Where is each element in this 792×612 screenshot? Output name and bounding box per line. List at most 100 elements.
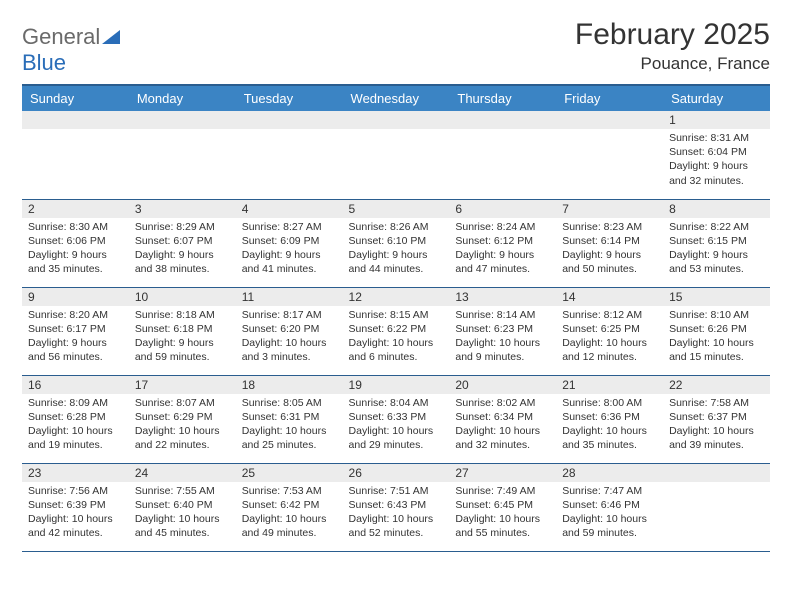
daylight-line1: Daylight: 10 hours [242, 336, 337, 350]
day-number: 14 [556, 288, 663, 306]
sunrise-line: Sunrise: 8:29 AM [135, 220, 230, 234]
sunrise-line: Sunrise: 7:58 AM [669, 396, 764, 410]
day-number: 21 [556, 376, 663, 394]
calendar-cell: 12Sunrise: 8:15 AMSunset: 6:22 PMDayligh… [343, 287, 450, 375]
cell-body: Sunrise: 8:05 AMSunset: 6:31 PMDaylight:… [236, 394, 343, 459]
weekday-header: Saturday [663, 85, 770, 111]
sunrise-line: Sunrise: 7:49 AM [455, 484, 550, 498]
cell-body: Sunrise: 7:58 AMSunset: 6:37 PMDaylight:… [663, 394, 770, 459]
calendar-cell [22, 111, 129, 199]
calendar-body: 1Sunrise: 8:31 AMSunset: 6:04 PMDaylight… [22, 111, 770, 551]
day-number: 10 [129, 288, 236, 306]
daylight-line1: Daylight: 10 hours [242, 512, 337, 526]
cell-body: Sunrise: 8:24 AMSunset: 6:12 PMDaylight:… [449, 218, 556, 283]
calendar-cell: 16Sunrise: 8:09 AMSunset: 6:28 PMDayligh… [22, 375, 129, 463]
daylight-line1: Daylight: 10 hours [28, 424, 123, 438]
sunset-line: Sunset: 6:31 PM [242, 410, 337, 424]
calendar-cell: 18Sunrise: 8:05 AMSunset: 6:31 PMDayligh… [236, 375, 343, 463]
calendar-cell: 21Sunrise: 8:00 AMSunset: 6:36 PMDayligh… [556, 375, 663, 463]
daylight-line1: Daylight: 10 hours [455, 424, 550, 438]
day-number: 25 [236, 464, 343, 482]
sunrise-line: Sunrise: 8:07 AM [135, 396, 230, 410]
sunset-line: Sunset: 6:29 PM [135, 410, 230, 424]
calendar-cell: 28Sunrise: 7:47 AMSunset: 6:46 PMDayligh… [556, 463, 663, 551]
calendar-week-row: 1Sunrise: 8:31 AMSunset: 6:04 PMDaylight… [22, 111, 770, 199]
daylight-line2: and 55 minutes. [455, 526, 550, 540]
daylight-line2: and 41 minutes. [242, 262, 337, 276]
sunset-line: Sunset: 6:04 PM [669, 145, 764, 159]
daylight-line1: Daylight: 9 hours [669, 159, 764, 173]
weekday-row: SundayMondayTuesdayWednesdayThursdayFrid… [22, 85, 770, 111]
daylight-line1: Daylight: 10 hours [455, 512, 550, 526]
day-number: 2 [22, 200, 129, 218]
sunset-line: Sunset: 6:20 PM [242, 322, 337, 336]
daylight-line1: Daylight: 10 hours [135, 424, 230, 438]
calendar-cell: 4Sunrise: 8:27 AMSunset: 6:09 PMDaylight… [236, 199, 343, 287]
month-title: February 2025 [575, 18, 770, 52]
daylight-line2: and 12 minutes. [562, 350, 657, 364]
weekday-header: Tuesday [236, 85, 343, 111]
day-number: 27 [449, 464, 556, 482]
daylight-line2: and 32 minutes. [669, 174, 764, 188]
calendar-cell: 14Sunrise: 8:12 AMSunset: 6:25 PMDayligh… [556, 287, 663, 375]
daylight-line2: and 47 minutes. [455, 262, 550, 276]
sunrise-line: Sunrise: 8:18 AM [135, 308, 230, 322]
cell-body: Sunrise: 8:10 AMSunset: 6:26 PMDaylight:… [663, 306, 770, 371]
day-number: 20 [449, 376, 556, 394]
cell-body: Sunrise: 8:26 AMSunset: 6:10 PMDaylight:… [343, 218, 450, 283]
daylight-line1: Daylight: 10 hours [562, 424, 657, 438]
calendar-cell: 26Sunrise: 7:51 AMSunset: 6:43 PMDayligh… [343, 463, 450, 551]
sunset-line: Sunset: 6:42 PM [242, 498, 337, 512]
sunset-line: Sunset: 6:25 PM [562, 322, 657, 336]
cell-body: Sunrise: 7:53 AMSunset: 6:42 PMDaylight:… [236, 482, 343, 547]
daylight-line1: Daylight: 9 hours [242, 248, 337, 262]
daylight-line1: Daylight: 10 hours [562, 512, 657, 526]
sunset-line: Sunset: 6:37 PM [669, 410, 764, 424]
sunset-line: Sunset: 6:06 PM [28, 234, 123, 248]
calendar-cell: 22Sunrise: 7:58 AMSunset: 6:37 PMDayligh… [663, 375, 770, 463]
sunset-line: Sunset: 6:34 PM [455, 410, 550, 424]
daylight-line1: Daylight: 9 hours [455, 248, 550, 262]
sunrise-line: Sunrise: 8:26 AM [349, 220, 444, 234]
logo-line1: General [22, 24, 100, 49]
sunset-line: Sunset: 6:09 PM [242, 234, 337, 248]
sunset-line: Sunset: 6:45 PM [455, 498, 550, 512]
cell-body: Sunrise: 7:47 AMSunset: 6:46 PMDaylight:… [556, 482, 663, 547]
weekday-header: Wednesday [343, 85, 450, 111]
daylight-line2: and 53 minutes. [669, 262, 764, 276]
calendar-cell: 1Sunrise: 8:31 AMSunset: 6:04 PMDaylight… [663, 111, 770, 199]
sunset-line: Sunset: 6:23 PM [455, 322, 550, 336]
calendar-cell: 2Sunrise: 8:30 AMSunset: 6:06 PMDaylight… [22, 199, 129, 287]
day-number: 15 [663, 288, 770, 306]
calendar-cell: 13Sunrise: 8:14 AMSunset: 6:23 PMDayligh… [449, 287, 556, 375]
daylight-line2: and 38 minutes. [135, 262, 230, 276]
day-number: 16 [22, 376, 129, 394]
cell-body: Sunrise: 8:09 AMSunset: 6:28 PMDaylight:… [22, 394, 129, 459]
cell-body: Sunrise: 8:31 AMSunset: 6:04 PMDaylight:… [663, 129, 770, 194]
logo-line2: Blue [22, 50, 66, 75]
daylight-line1: Daylight: 9 hours [28, 336, 123, 350]
daylight-line2: and 22 minutes. [135, 438, 230, 452]
calendar-cell: 15Sunrise: 8:10 AMSunset: 6:26 PMDayligh… [663, 287, 770, 375]
sunrise-line: Sunrise: 8:14 AM [455, 308, 550, 322]
daylight-line1: Daylight: 10 hours [669, 336, 764, 350]
daylight-line2: and 52 minutes. [349, 526, 444, 540]
daylight-line2: and 35 minutes. [562, 438, 657, 452]
cell-body: Sunrise: 8:23 AMSunset: 6:14 PMDaylight:… [556, 218, 663, 283]
cell-body: Sunrise: 8:04 AMSunset: 6:33 PMDaylight:… [343, 394, 450, 459]
daylight-line2: and 6 minutes. [349, 350, 444, 364]
daylight-line2: and 29 minutes. [349, 438, 444, 452]
day-number [343, 111, 450, 129]
daylight-line1: Daylight: 10 hours [349, 336, 444, 350]
daylight-line2: and 59 minutes. [135, 350, 230, 364]
daylight-line1: Daylight: 9 hours [349, 248, 444, 262]
day-number: 18 [236, 376, 343, 394]
cell-body: Sunrise: 7:56 AMSunset: 6:39 PMDaylight:… [22, 482, 129, 547]
sunrise-line: Sunrise: 8:22 AM [669, 220, 764, 234]
daylight-line2: and 15 minutes. [669, 350, 764, 364]
day-number: 12 [343, 288, 450, 306]
daylight-line2: and 25 minutes. [242, 438, 337, 452]
cell-body: Sunrise: 7:55 AMSunset: 6:40 PMDaylight:… [129, 482, 236, 547]
day-number: 28 [556, 464, 663, 482]
day-number: 11 [236, 288, 343, 306]
